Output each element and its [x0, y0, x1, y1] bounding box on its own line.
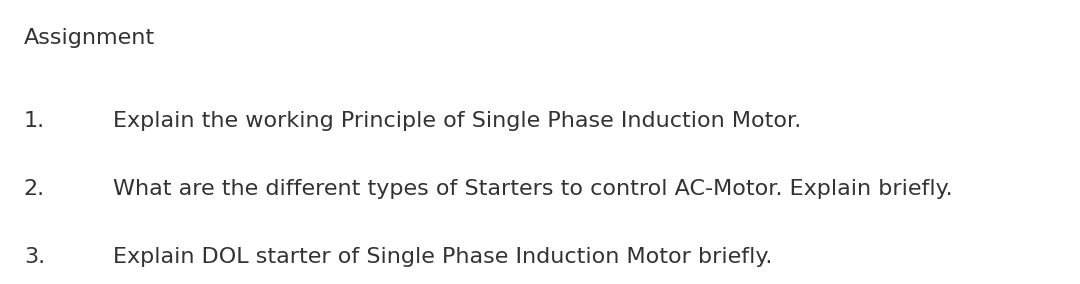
Text: Explain DOL starter of Single Phase Induction Motor briefly.: Explain DOL starter of Single Phase Indu… — [113, 247, 773, 267]
Text: 2.: 2. — [24, 179, 45, 199]
Text: Assignment: Assignment — [24, 28, 154, 48]
Text: 3.: 3. — [24, 247, 45, 267]
Text: 1.: 1. — [24, 111, 45, 131]
Text: Explain the working Principle of Single Phase Induction Motor.: Explain the working Principle of Single … — [113, 111, 801, 131]
Text: What are the different types of Starters to control AC-Motor. Explain briefly.: What are the different types of Starters… — [113, 179, 953, 199]
